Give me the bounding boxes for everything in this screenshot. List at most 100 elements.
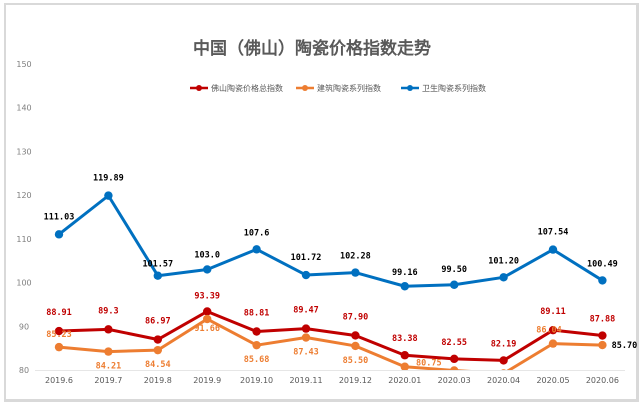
- data-label: 83.38: [392, 334, 418, 344]
- legend-label: 佛山陶瓷价格总指数: [211, 83, 283, 93]
- data-point: [252, 327, 261, 336]
- data-label: 99.16: [392, 268, 418, 278]
- data-label: 85.68: [244, 355, 270, 365]
- x-tick-label: 2019.6: [45, 376, 73, 385]
- y-tick-label: 100: [16, 279, 31, 288]
- data-point: [301, 324, 311, 333]
- data-label: 101.57: [142, 260, 173, 270]
- data-point: [301, 333, 311, 342]
- legend-dot-marker: [196, 85, 202, 91]
- x-tick-label: 2020.01: [388, 376, 421, 385]
- x-tick-label: 2019.7: [94, 376, 122, 385]
- data-point: [450, 354, 459, 364]
- data-label: 111.03: [44, 212, 75, 222]
- x-tick-label: 2019.8: [144, 376, 172, 385]
- data-label: 93.39: [194, 291, 220, 301]
- data-point: [203, 265, 212, 274]
- data-label: 89.47: [293, 306, 319, 316]
- chart-frame: [4, 3, 639, 402]
- y-tick-label: 150: [16, 60, 31, 69]
- x-tick-label: 2019.11: [289, 376, 322, 385]
- data-point: [203, 314, 212, 324]
- legend: 佛山陶瓷价格总指数 建筑陶瓷系列指数 卫生陶瓷系列指数: [190, 83, 486, 93]
- data-label: 80.75: [416, 359, 442, 369]
- data-point: [598, 340, 607, 350]
- data-label: 87.88: [590, 315, 616, 325]
- data-point: [499, 356, 508, 365]
- y-tick-label: 90: [19, 322, 29, 331]
- data-point: [301, 270, 311, 280]
- data-point: [153, 271, 162, 280]
- data-label: 82.19: [491, 339, 517, 349]
- data-point: [104, 191, 113, 200]
- data-point: [450, 280, 459, 289]
- data-point: [153, 345, 162, 355]
- data-label: 89.11: [540, 307, 566, 317]
- x-tick-label: 2019.9: [193, 376, 221, 385]
- data-point: [351, 341, 360, 351]
- data-point: [351, 331, 360, 340]
- x-tick-label: 2020.06: [586, 376, 619, 385]
- series-line: [58, 317, 603, 370]
- data-point: [104, 347, 113, 356]
- data-label: 88.91: [46, 308, 72, 318]
- data-label: 102.28: [340, 252, 371, 262]
- y-tick-label: 120: [16, 191, 31, 200]
- legend-label: 卫生陶瓷系列指数: [422, 83, 486, 93]
- data-label: 84.54: [145, 360, 171, 370]
- series-line: [58, 309, 603, 362]
- data-point: [501, 369, 506, 370]
- data-point: [54, 342, 64, 352]
- data-point: [351, 268, 360, 277]
- data-point: [598, 276, 607, 285]
- y-tick-label: 110: [16, 235, 31, 244]
- data-point: [104, 325, 113, 334]
- data-point: [54, 230, 64, 239]
- y-tick-label: 80: [19, 366, 29, 375]
- data-label: 89.3: [98, 306, 118, 316]
- data-point: [252, 340, 261, 350]
- legend-dot-marker: [302, 85, 308, 91]
- data-label: 107.54: [538, 228, 569, 238]
- data-point: [400, 351, 409, 360]
- data-label: 87.43: [293, 348, 319, 358]
- data-point: [548, 245, 558, 254]
- data-label: 84.21: [96, 362, 122, 372]
- data-label: 87.90: [343, 312, 369, 322]
- x-tick-label: 2020.05: [536, 376, 569, 385]
- series-line: [58, 194, 604, 288]
- data-label: 101.72: [291, 253, 322, 263]
- data-label: 101.20: [488, 256, 519, 266]
- data-label: 107.6: [244, 228, 270, 238]
- x-tick-label: 2019.10: [240, 376, 273, 385]
- data-label: 85.50: [343, 356, 369, 366]
- data-point: [548, 339, 558, 348]
- data-point: [54, 326, 64, 336]
- data-point: [548, 325, 558, 335]
- data-label: 91.66: [194, 324, 220, 334]
- data-label: 119.89: [93, 174, 124, 184]
- data-label: 86.97: [145, 317, 171, 327]
- data-label: 86.04: [536, 326, 562, 336]
- data-point: [598, 331, 607, 340]
- data-label: 85.23: [46, 330, 72, 340]
- x-tick-label: 2020.04: [487, 376, 520, 385]
- data-point: [252, 245, 261, 254]
- data-label: 103.0: [194, 250, 220, 260]
- data-label: 88.81: [244, 308, 270, 318]
- data-label: 82.55: [441, 338, 467, 348]
- axes: 80 90 100 110 120 130 140 150 2019.6 2019.7 2019.8…: [16, 60, 625, 385]
- y-tick-label: 130: [16, 147, 31, 156]
- data-point: [153, 335, 162, 344]
- data-point: [400, 282, 409, 291]
- y-tick-label: 140: [16, 104, 31, 113]
- data-point: [450, 366, 459, 370]
- data-label: 100.49: [587, 259, 618, 269]
- x-tick-label: 2020.03: [438, 376, 471, 385]
- chart-title: 中国（佛山）陶瓷价格指数走势: [193, 38, 431, 59]
- data-label: 99.50: [441, 265, 467, 275]
- data-point: [203, 307, 212, 316]
- data-label: 85.70: [612, 341, 638, 351]
- data-point: [499, 273, 508, 282]
